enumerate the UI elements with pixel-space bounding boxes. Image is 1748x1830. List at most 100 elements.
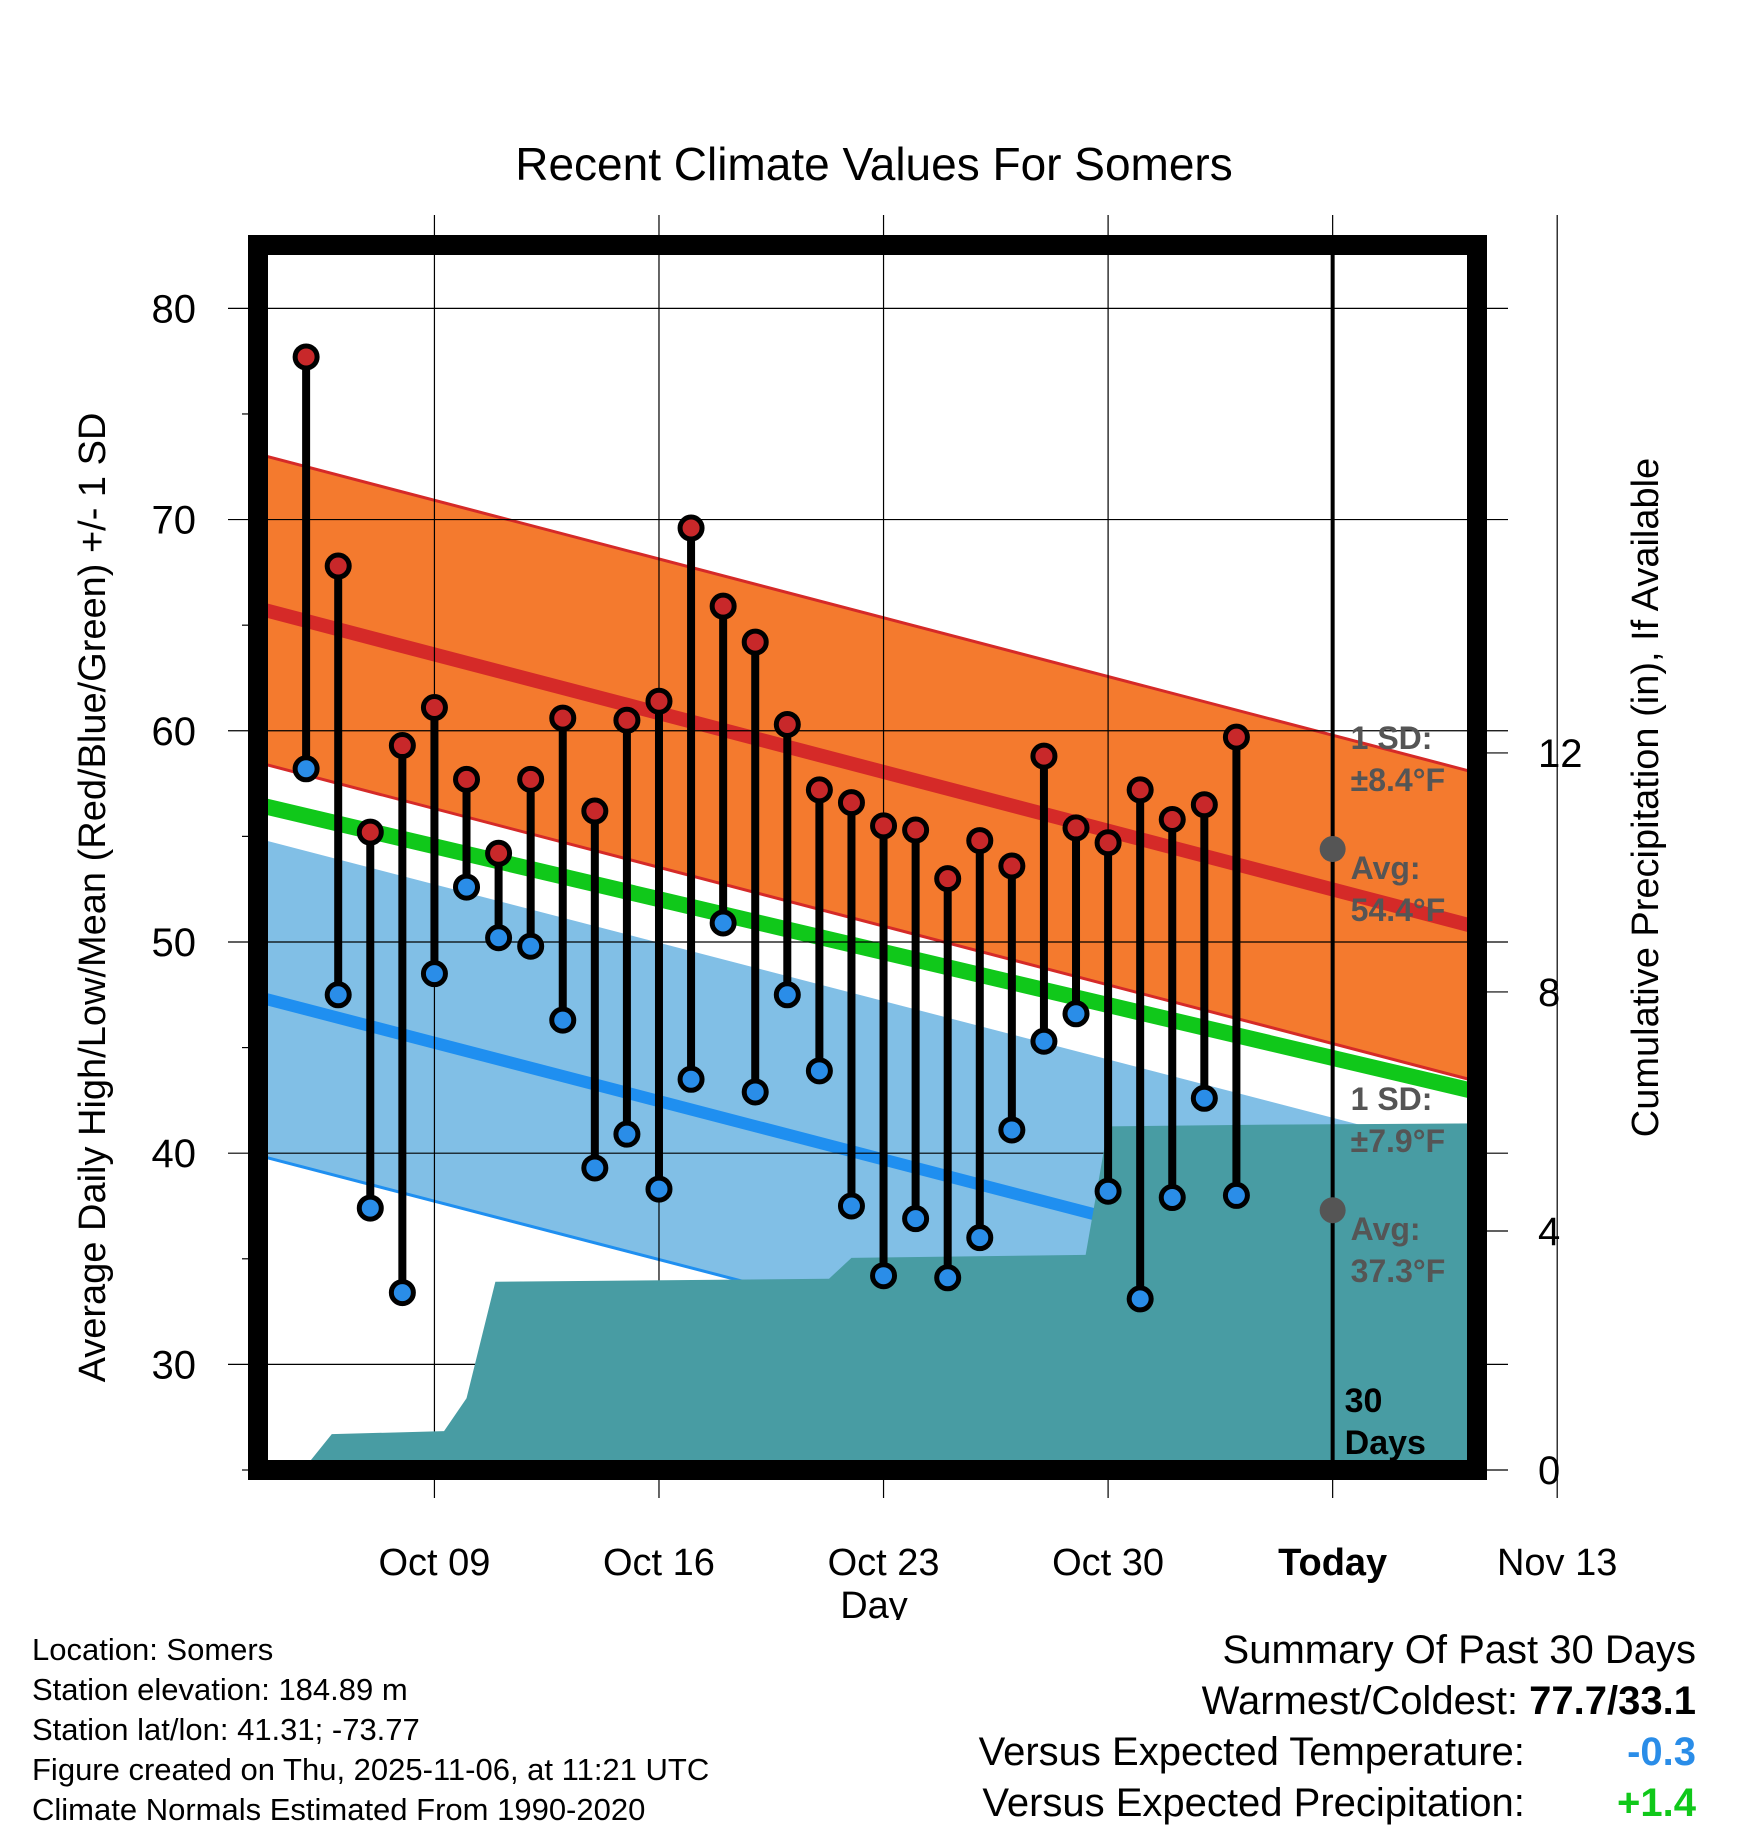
location-text: Location: Somers (32, 1632, 274, 1667)
low-temp-point (1030, 1027, 1058, 1055)
low-temp-point (741, 1078, 769, 1106)
high-temp-point (645, 687, 673, 715)
y2-tick-label: 12 (1538, 732, 1583, 776)
high-temp-point (356, 818, 384, 846)
high-temp-point (517, 765, 545, 793)
high-temp-point (966, 827, 994, 855)
low-temp-point (517, 932, 545, 960)
high-temp-point (549, 704, 577, 732)
low-sd-label: 1 SD: (1351, 1081, 1433, 1117)
low-temp-point (1126, 1285, 1154, 1313)
y2-tick-label: 8 (1538, 971, 1560, 1015)
high-normal-line (256, 601, 1479, 934)
low-temp-point (420, 960, 448, 988)
x-tick-label: Oct 09 (378, 1542, 490, 1584)
high-temp-point (998, 852, 1026, 880)
low-temp-point (1222, 1181, 1250, 1209)
y2-tick-label: 4 (1538, 1210, 1560, 1254)
x-tick-label: Oct 23 (828, 1542, 940, 1584)
high-temp-point (292, 343, 320, 371)
elevation-text: Station elevation: 184.89 m (32, 1672, 408, 1707)
low-temp-point (613, 1120, 641, 1148)
today-high-avg-marker (1319, 836, 1346, 863)
high-temp-point (902, 816, 930, 844)
precip-area-fill (302, 1123, 1477, 1470)
today-low-avg-marker (1319, 1197, 1346, 1224)
plot-frame (248, 235, 1487, 1480)
low-temp-point (805, 1057, 833, 1085)
y-tick-label: 30 (152, 1343, 197, 1387)
summary-title: Summary Of Past 30 Days (1222, 1628, 1696, 1672)
low-temp-point (581, 1154, 609, 1182)
low-temp-point (549, 1006, 577, 1034)
low-temp-point (292, 755, 320, 783)
high-temp-point (1190, 791, 1218, 819)
window-label-number: 30 (1345, 1382, 1383, 1420)
high-avg-label: Avg: (1351, 850, 1421, 886)
warm-cold-label: Warmest/Coldest: (1201, 1679, 1519, 1723)
low-temp-point (388, 1279, 416, 1307)
chart-title: Recent Climate Values For Somers (515, 138, 1233, 190)
high-temp-point (485, 839, 513, 867)
low-temp-point (485, 924, 513, 952)
temp-value: -0.3 (1627, 1730, 1696, 1774)
high-temp-point (1222, 723, 1250, 751)
high-temp-point (453, 765, 481, 793)
low-temp-point (837, 1192, 865, 1220)
precip-label: Versus Expected Precipitation: (982, 1781, 1525, 1825)
x-axis-label: Day (840, 1585, 908, 1620)
high-temp-point (934, 865, 962, 893)
low-temp-point (998, 1116, 1026, 1144)
y-axis-label: Average Daily High/Low/Mean (Red/Blue/Gr… (72, 413, 114, 1383)
high-band-upper-edge (257, 452, 1478, 775)
precip-value: +1.4 (1617, 1781, 1696, 1825)
annotations: 1 SD: ±8.4°F Avg: 54.4°F 1 SD: ±7.9°F Avg: 37.3… (1319, 245, 1446, 1470)
low-temp-point (966, 1224, 994, 1252)
high-temp-point (805, 776, 833, 804)
y2-axis-label: Cumulative Precipitation (in), If Availa… (1625, 458, 1667, 1137)
high-temp-point (709, 592, 737, 620)
precip-area (302, 1123, 1477, 1470)
low-temp-point (902, 1205, 930, 1233)
low-temp-point (677, 1065, 705, 1093)
high-sd-value: ±8.4°F (1351, 762, 1445, 798)
high-temp-point (870, 812, 898, 840)
high-temp-point (324, 552, 352, 580)
high-temp-point (581, 797, 609, 825)
x-tick-label: Nov 13 (1497, 1542, 1617, 1584)
low-temp-point (1190, 1084, 1218, 1112)
normals-text: Climate Normals Estimated From 1990-2020 (32, 1792, 646, 1827)
station-info: Location: Somers Station elevation: 184.… (32, 1630, 709, 1830)
low-temp-point (453, 873, 481, 901)
x-tick-label: Oct 30 (1052, 1542, 1164, 1584)
summary-panel: Summary Of Past 30 Days Warmest/Coldest:… (979, 1625, 1696, 1829)
high-temp-point (613, 706, 641, 734)
daily-stems (302, 356, 1241, 1299)
temp-row: Versus Expected Temperature: -0.3 (979, 1727, 1696, 1778)
y-tick-label: 40 (152, 1132, 197, 1176)
high-temp-point (773, 710, 801, 738)
high-temp-point (677, 514, 705, 542)
y-tick-label: 60 (152, 710, 197, 754)
high-band-lower-edge (257, 761, 1478, 1083)
low-temp-point (356, 1194, 384, 1222)
window-label-unit: Days (1345, 1424, 1426, 1462)
mean-normal-line (256, 796, 1479, 1100)
high-temp-point (1094, 829, 1122, 857)
high-temp-point (1126, 776, 1154, 804)
low-temp-point (709, 909, 737, 937)
low-temp-point (1158, 1184, 1186, 1212)
low-temp-point (324, 981, 352, 1009)
high-temp-point (1062, 814, 1090, 842)
low-temp-point (1094, 1177, 1122, 1205)
latlon-text: Station lat/lon: 41.31; -73.77 (32, 1712, 420, 1747)
high-temp-point (741, 628, 769, 656)
y2-tick-label: 0 (1538, 1449, 1560, 1493)
precip-row: Versus Expected Precipitation: +1.4 (979, 1778, 1696, 1829)
low-avg-label: Avg: (1351, 1211, 1421, 1247)
low-temp-point (645, 1175, 673, 1203)
high-avg-value: 54.4°F (1351, 892, 1446, 928)
low-temp-point (870, 1262, 898, 1290)
high-sd-label: 1 SD: (1351, 720, 1433, 756)
climate-chart: 1 SD: ±8.4°F Avg: 54.4°F 1 SD: ±7.9°F Avg: 37.3… (72, 138, 1667, 1620)
